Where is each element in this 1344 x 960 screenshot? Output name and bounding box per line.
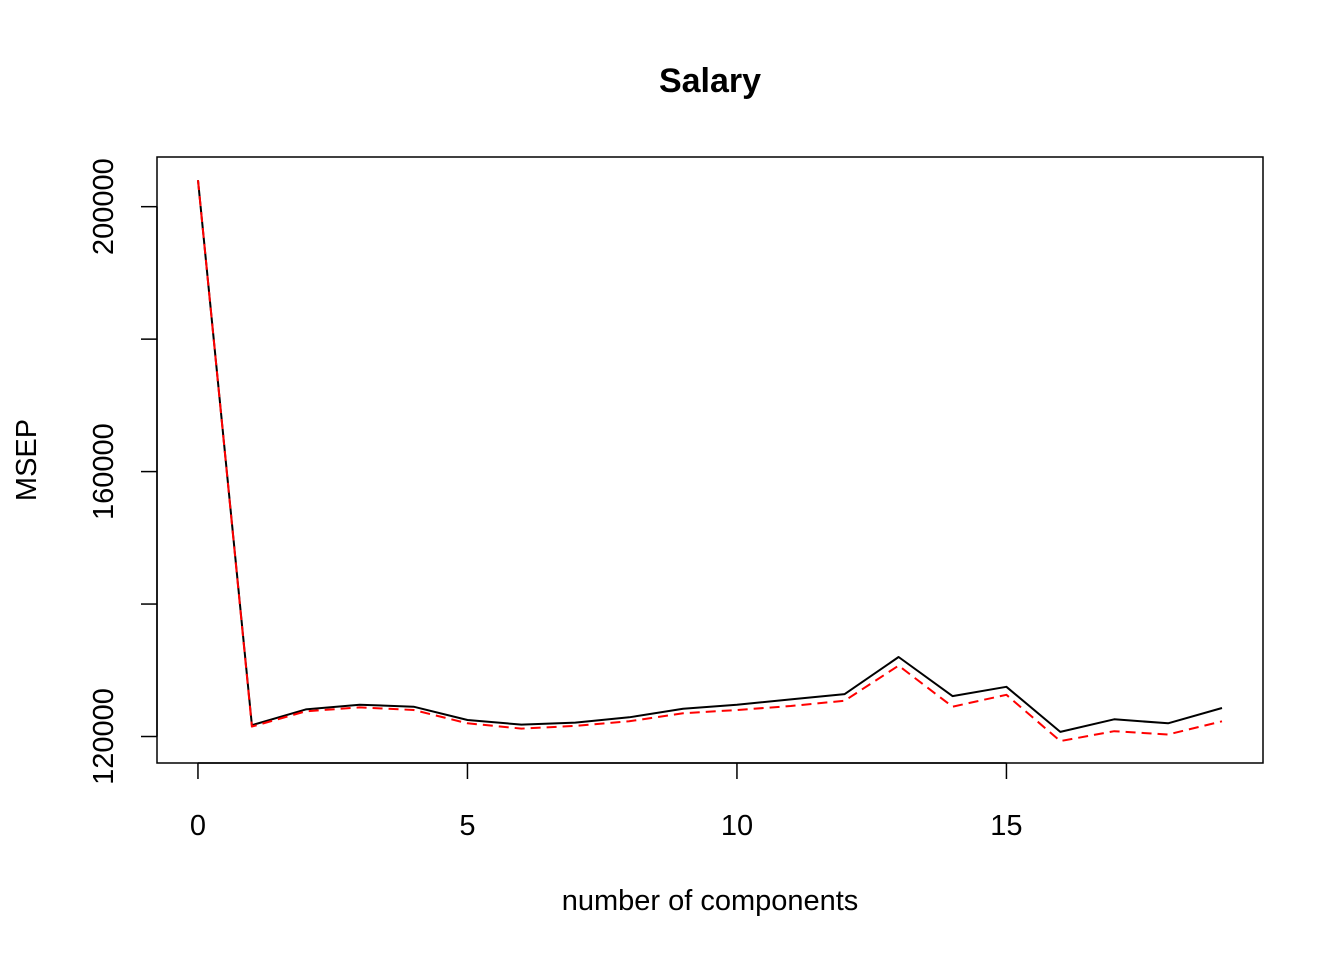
y-tick-label: 160000 [88,423,120,520]
y-tick-label: 200000 [88,158,120,255]
chart-title: Salary [659,62,761,100]
series-line-2 [197,180,1223,743]
x-tick-label: 10 [721,810,753,842]
plot-frame [156,156,1264,764]
x-tick-label: 15 [990,810,1022,842]
y-axis: 120000 160000 200000 [88,158,158,785]
y-tick-label: 120000 [88,688,120,785]
x-axis: 0 5 10 15 [190,762,1023,842]
x-axis-label: number of components [562,885,859,917]
series-layer [197,180,1223,743]
x-tick-label: 5 [459,810,475,842]
series-line-1 [197,180,1223,733]
y-axis-label: MSEP [11,419,43,501]
x-tick-label: 0 [190,810,206,842]
